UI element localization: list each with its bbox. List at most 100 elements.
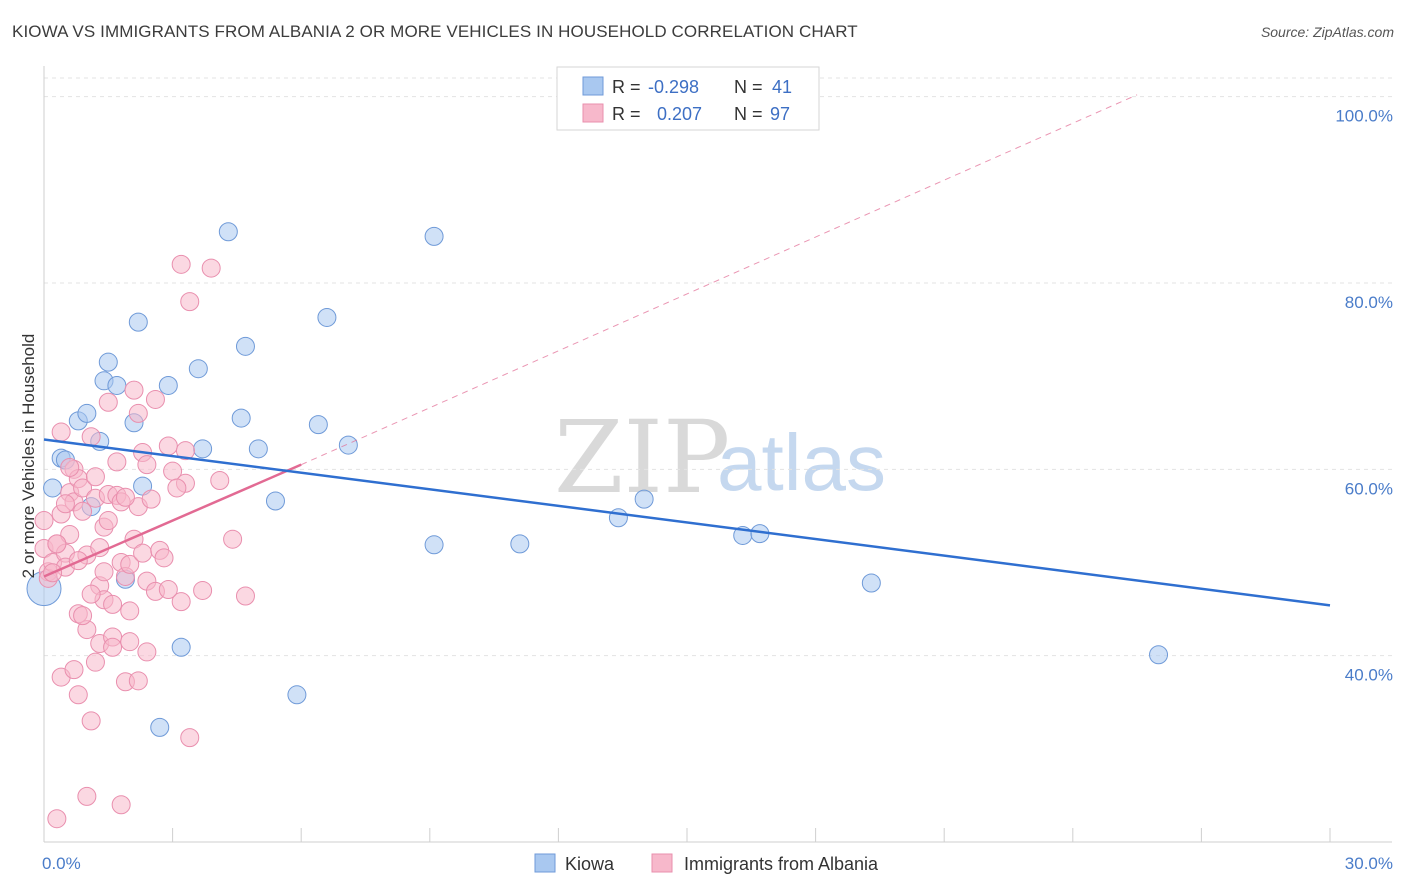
albania-point	[158, 580, 178, 600]
kiowa-point	[193, 439, 213, 459]
albania-point	[85, 652, 105, 672]
kiowa-point	[424, 535, 444, 555]
albania-point	[201, 258, 221, 278]
y-tick-label: 40.0%	[1345, 666, 1393, 685]
albania-trend-extension	[300, 94, 1138, 466]
stats-n-value-kiowa: 41	[772, 77, 792, 97]
kiowa-point	[265, 491, 285, 511]
albania-point	[223, 529, 243, 549]
albania-point	[81, 427, 101, 447]
albania-point	[68, 685, 88, 705]
albania-point	[171, 592, 191, 612]
albania-point	[73, 606, 93, 626]
kiowa-point	[150, 717, 170, 737]
albania-point	[55, 494, 75, 514]
kiowa-point	[287, 685, 307, 705]
albania-point	[137, 455, 157, 475]
kiowa-point	[424, 226, 444, 246]
kiowa-point	[248, 439, 268, 459]
kiowa-point	[235, 336, 255, 356]
albania-point	[73, 501, 93, 521]
albania-point	[60, 525, 80, 545]
albania-point	[175, 441, 195, 461]
albania-point	[171, 254, 191, 274]
albania-point	[141, 489, 161, 509]
albania-point	[128, 671, 148, 691]
kiowa-point	[308, 415, 328, 435]
kiowa-point	[338, 435, 358, 455]
stats-r-value-kiowa: -0.298	[648, 77, 699, 97]
x-tick-label: 30.0%	[1345, 854, 1393, 873]
legend-label-kiowa: Kiowa	[565, 854, 615, 874]
albania-point	[167, 478, 187, 498]
albania-point	[193, 580, 213, 600]
albania-point	[51, 422, 71, 442]
kiowa-point	[231, 408, 251, 428]
y-axis-label: 2 or more Vehicles in Household	[19, 334, 38, 579]
albania-points	[34, 254, 255, 829]
albania-point	[98, 392, 118, 412]
axes: 40.0% 60.0% 80.0% 100.0% 0.0% 30.0%	[42, 66, 1393, 873]
kiowa-point	[77, 403, 97, 423]
albania-point	[94, 562, 114, 582]
watermark-atlas: atlas	[717, 418, 886, 507]
albania-point	[124, 380, 144, 400]
albania-point	[64, 660, 84, 680]
albania-point	[111, 795, 131, 815]
series-legend: Kiowa Immigrants from Albania	[534, 853, 879, 874]
albania-point	[154, 548, 174, 568]
kiowa-point	[188, 359, 208, 379]
stats-r-label-kiowa: R =	[612, 77, 641, 97]
kiowa-point	[1149, 645, 1169, 665]
x-tick-label: 0.0%	[42, 854, 81, 873]
albania-point	[180, 292, 200, 312]
kiowa-point	[861, 573, 881, 593]
albania-point	[81, 711, 101, 731]
chart-title: KIOWA VS IMMIGRANTS FROM ALBANIA 2 OR MO…	[12, 22, 858, 41]
kiowa-point	[218, 222, 238, 242]
albania-point	[47, 809, 67, 829]
kiowa-point	[107, 375, 127, 395]
albania-point	[158, 436, 178, 456]
watermark: ZIP atlas	[554, 399, 886, 516]
albania-point	[34, 511, 54, 531]
albania-point	[235, 586, 255, 606]
albania-point	[81, 584, 101, 604]
albania-point	[47, 534, 67, 554]
albania-point	[210, 470, 230, 490]
stats-swatch-kiowa	[582, 76, 604, 96]
albania-point	[73, 478, 93, 498]
legend-swatch-albania	[651, 853, 673, 873]
albania-point	[98, 511, 118, 531]
y-tick-label: 100.0%	[1335, 107, 1393, 126]
kiowa-point	[128, 312, 148, 332]
stats-r-value-albania: 0.207	[657, 104, 702, 124]
kiowa-trend-line	[43, 438, 1331, 607]
stats-swatch-albania	[582, 103, 604, 123]
kiowa-point	[510, 534, 530, 554]
albania-point	[133, 543, 153, 563]
albania-point	[120, 554, 140, 574]
stats-n-label-albania: N =	[734, 104, 763, 124]
albania-point	[180, 728, 200, 748]
kiowa-point	[98, 352, 118, 372]
kiowa-point	[171, 637, 191, 657]
kiowa-point	[158, 375, 178, 395]
stats-n-label-kiowa: N =	[734, 77, 763, 97]
stats-legend: R = -0.298 N = 41 R = 0.207 N = 97	[556, 66, 820, 131]
albania-point	[128, 403, 148, 423]
trend-lines	[43, 94, 1331, 607]
y-tick-label: 80.0%	[1345, 293, 1393, 312]
gridlines	[44, 77, 1392, 657]
albania-point	[85, 467, 105, 487]
source-credit: Source: ZipAtlas.com	[1260, 24, 1394, 40]
kiowa-point	[634, 489, 654, 509]
kiowa-point	[317, 307, 337, 327]
y-tick-label: 60.0%	[1345, 479, 1393, 498]
albania-point	[77, 786, 97, 806]
legend-swatch-kiowa	[534, 853, 556, 873]
albania-point	[107, 452, 127, 472]
albania-point	[137, 642, 157, 662]
legend-label-albania: Immigrants from Albania	[684, 854, 879, 874]
